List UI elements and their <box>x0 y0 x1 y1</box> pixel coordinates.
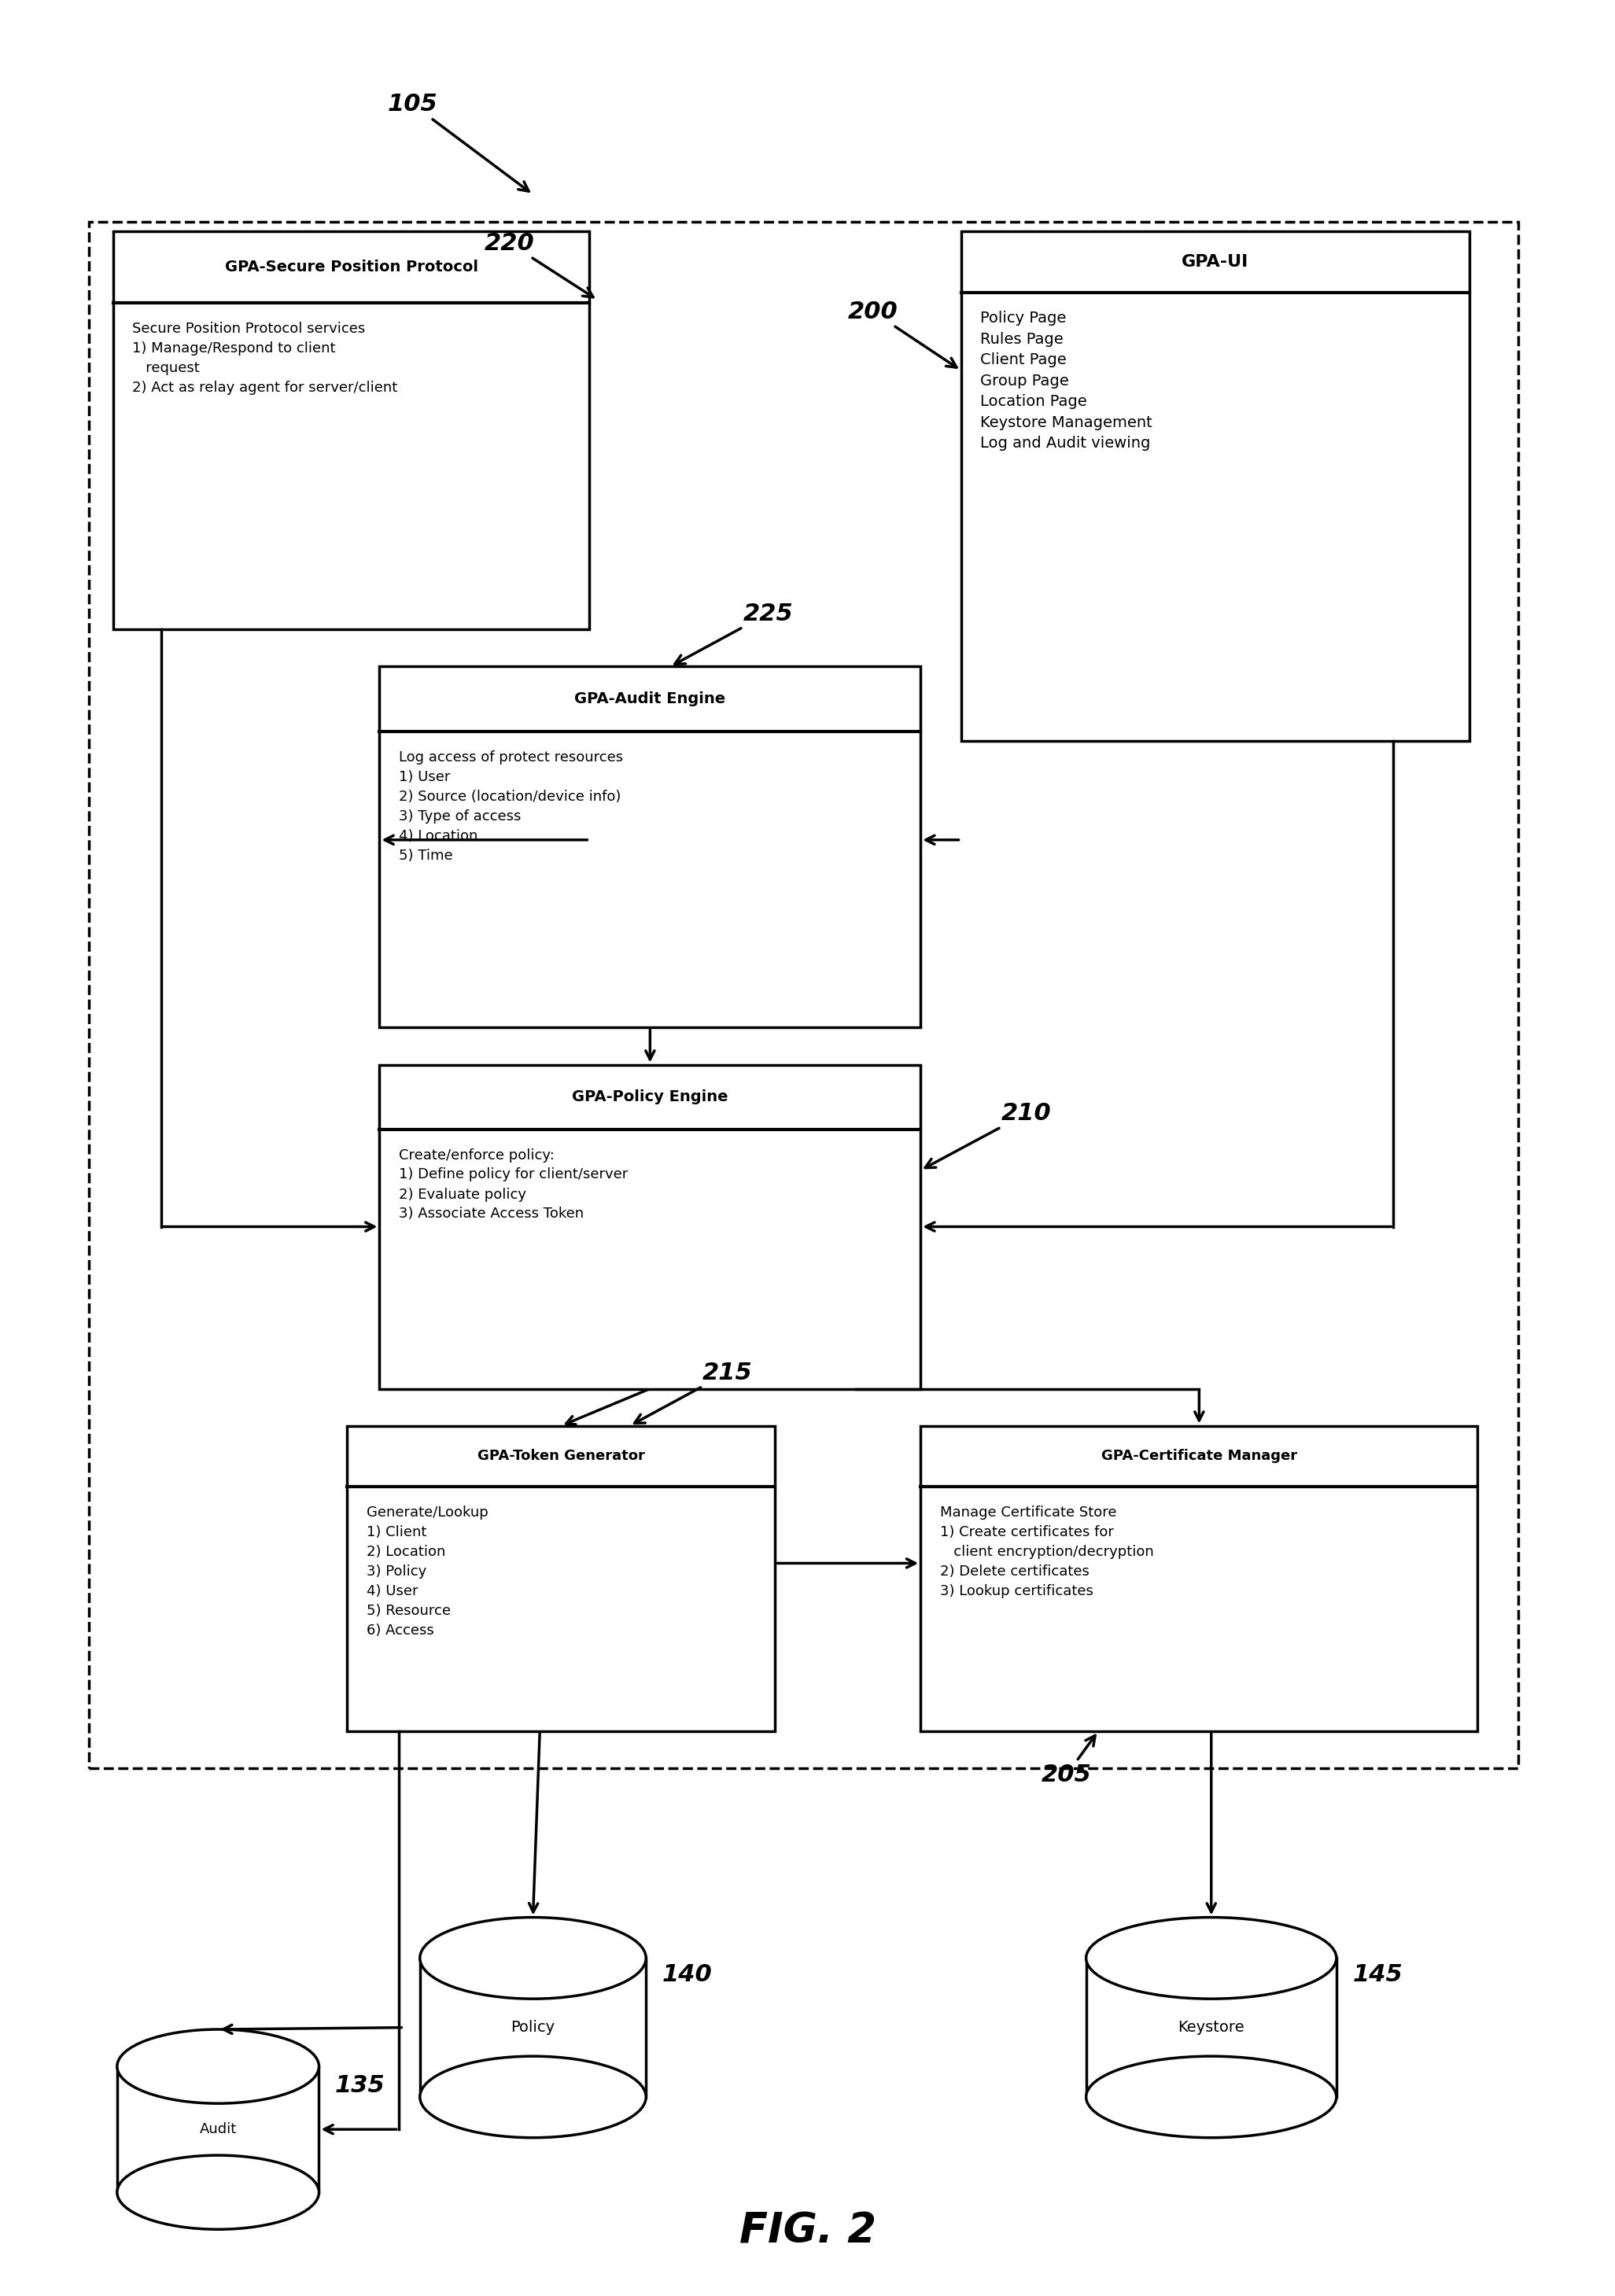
Text: 200: 200 <box>848 301 956 367</box>
Text: 215: 215 <box>635 1362 753 1424</box>
Ellipse shape <box>420 2057 646 2138</box>
Ellipse shape <box>1085 2057 1337 2138</box>
Text: Manage Certificate Store
1) Create certificates for
   client encryption/decrypt: Manage Certificate Store 1) Create certi… <box>940 1506 1153 1598</box>
Ellipse shape <box>118 2030 320 2103</box>
Text: GPA-Certificate Manager: GPA-Certificate Manager <box>1101 1449 1297 1463</box>
Text: 145: 145 <box>1353 1963 1403 1986</box>
Text: Generate/Lookup
1) Client
2) Location
3) Policy
4) User
5) Resource
6) Access: Generate/Lookup 1) Client 2) Location 3)… <box>367 1506 488 1637</box>
Text: FIG. 2: FIG. 2 <box>740 2211 875 2252</box>
Ellipse shape <box>118 2156 320 2229</box>
Text: GPA-Policy Engine: GPA-Policy Engine <box>572 1091 728 1104</box>
Polygon shape <box>420 1958 646 2096</box>
Text: Policy: Policy <box>510 2020 556 2034</box>
Text: 135: 135 <box>336 2073 386 2096</box>
Text: Policy Page
Rules Page
Client Page
Group Page
Location Page
Keystore Management
: Policy Page Rules Page Client Page Group… <box>980 310 1153 450</box>
FancyBboxPatch shape <box>113 232 589 629</box>
Text: 220: 220 <box>484 232 593 296</box>
Text: Keystore: Keystore <box>1177 2020 1245 2034</box>
Text: Log access of protect resources
1) User
2) Source (location/device info)
3) Type: Log access of protect resources 1) User … <box>399 751 623 863</box>
Text: Audit: Audit <box>199 2122 237 2138</box>
Text: 210: 210 <box>925 1102 1051 1169</box>
Text: GPA-Audit Engine: GPA-Audit Engine <box>575 691 725 707</box>
Polygon shape <box>1085 1958 1337 2096</box>
Text: 105: 105 <box>388 94 528 191</box>
Text: Create/enforce policy:
1) Define policy for client/server
2) Evaluate policy
3) : Create/enforce policy: 1) Define policy … <box>399 1148 628 1221</box>
Ellipse shape <box>1085 1917 1337 2000</box>
FancyBboxPatch shape <box>921 1426 1478 1731</box>
FancyBboxPatch shape <box>347 1426 775 1731</box>
Text: 140: 140 <box>662 1963 712 1986</box>
Text: 205: 205 <box>1042 1736 1095 1786</box>
Ellipse shape <box>420 1917 646 2000</box>
Text: 225: 225 <box>675 602 793 664</box>
Text: Secure Position Protocol services
1) Manage/Respond to client
   request
2) Act : Secure Position Protocol services 1) Man… <box>132 321 397 395</box>
Polygon shape <box>118 2066 320 2193</box>
Text: GPA-Secure Position Protocol: GPA-Secure Position Protocol <box>224 259 478 276</box>
FancyBboxPatch shape <box>961 232 1470 742</box>
Text: GPA-UI: GPA-UI <box>1182 255 1248 271</box>
FancyBboxPatch shape <box>380 1065 921 1389</box>
Text: GPA-Token Generator: GPA-Token Generator <box>478 1449 644 1463</box>
FancyBboxPatch shape <box>380 666 921 1029</box>
